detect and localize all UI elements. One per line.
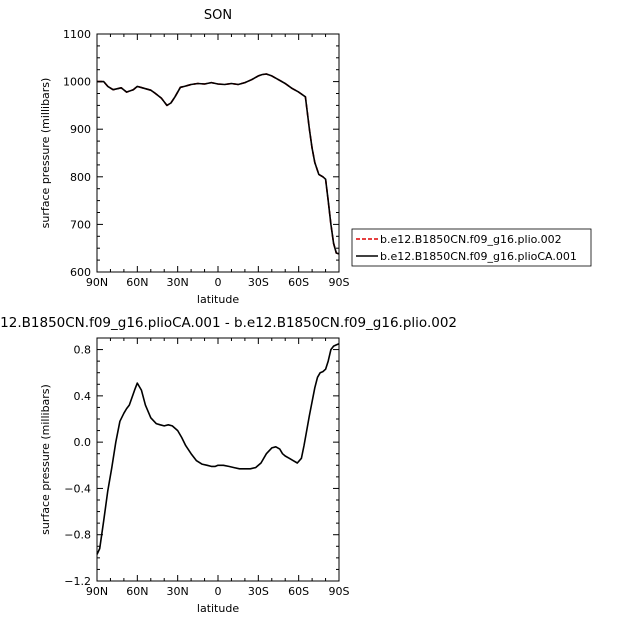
y-tick-label: 1100 (63, 28, 91, 41)
x-tick-label: 0 (215, 276, 222, 289)
y-tick-label: −1.2 (64, 575, 91, 588)
series-line-2 (97, 73, 340, 255)
plot-frame (96, 33, 340, 273)
legend-label-2: b.e12.B1850CN.f09_g16.plioCA.001 (380, 250, 577, 263)
x-tick-label: 60N (126, 585, 148, 598)
legend-label-1: b.e12.B1850CN.f09_g16.plio.002 (380, 233, 562, 246)
y-tick-label: 0.4 (74, 390, 92, 403)
x-axis-label: latitude (197, 602, 239, 615)
x-tick-label: 60S (288, 276, 309, 289)
series-line-1 (96, 343, 340, 555)
x-tick-label: 90N (86, 276, 108, 289)
x-tick-label: 30N (167, 585, 189, 598)
series-line-1 (97, 73, 340, 255)
x-tick-label: 90S (329, 276, 350, 289)
y-tick-label: 700 (70, 218, 91, 231)
legend: b.e12.B1850CN.f09_g16.plio.002 b.e12.B185… (351, 228, 592, 267)
chart-panel-1: SON 90N 60N 30N 0 30S 60S 90S 600 700 800 900 1000 11… (39, 8, 592, 306)
y-tick-label: 600 (70, 266, 91, 279)
y-tick-label: 800 (70, 171, 91, 184)
plot-frame (96, 337, 340, 582)
y-tick-label: 0.8 (74, 344, 92, 357)
chart-title: b.e12.B1850CN.f09_g16.plioCA.001 - b.e12… (0, 315, 457, 331)
y-tick-label: 1000 (63, 76, 91, 89)
chart-title: SON (204, 8, 232, 23)
legend-box (351, 228, 592, 267)
y-axis-label: surface pressure (millibars) (39, 384, 52, 535)
y-tick-label: −0.4 (64, 482, 91, 495)
x-tick-label: 30S (248, 585, 269, 598)
x-tick-label: 0 (215, 585, 222, 598)
x-tick-label: 60S (288, 585, 309, 598)
chart-panel-2: b.e12.B1850CN.f09_g16.plioCA.001 - b.e12… (0, 315, 457, 615)
x-tick-label: 90N (86, 585, 108, 598)
y-axis-label: surface pressure (millibars) (39, 78, 52, 229)
y-tick-label: 0.0 (74, 436, 92, 449)
x-tick-label: 60N (126, 276, 148, 289)
x-tick-label: 30N (167, 276, 189, 289)
x-tick-label: 90S (329, 585, 350, 598)
y-tick-label: 900 (70, 123, 91, 136)
x-axis-label: latitude (197, 293, 239, 306)
y-tick-label: −0.8 (64, 529, 91, 542)
x-tick-label: 30S (248, 276, 269, 289)
